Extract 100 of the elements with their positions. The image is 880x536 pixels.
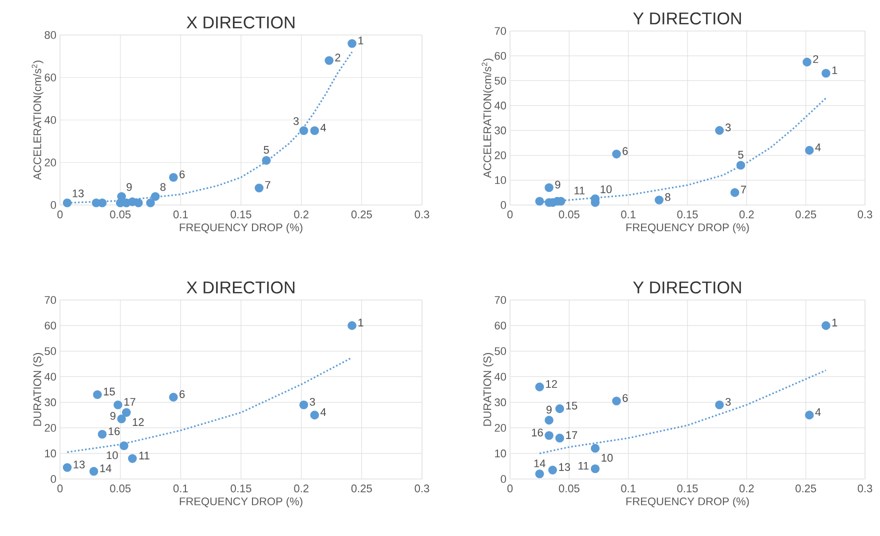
chart-title: X DIRECTION: [186, 281, 294, 294]
x-tick-label: 0.1: [173, 210, 188, 218]
y-axis-title: ACCELERATION(cm/s$^{2}$): [32, 60, 44, 180]
x-tick-label: 0.25: [796, 484, 816, 492]
annotation: 10: [602, 454, 613, 462]
x-tick-label: 0.15: [677, 210, 698, 218]
y-tick-label: 0: [500, 475, 506, 483]
x-tick-label: 0: [57, 484, 63, 492]
x-tick-label: 0: [507, 484, 513, 492]
annotation: 3: [293, 117, 299, 126]
annotation: 13: [74, 460, 85, 468]
annotation: 6: [622, 147, 628, 155]
y-tick-label: 20: [44, 158, 56, 166]
annotation: 11: [139, 452, 150, 460]
annotation: 12: [546, 380, 557, 388]
annotation: 5: [738, 150, 744, 159]
annotation: 9: [126, 183, 132, 191]
x-tick-label: 0.05: [558, 210, 580, 218]
annotation: 6: [180, 390, 185, 398]
y-tick-label: 50: [44, 347, 56, 356]
x-tick-label: 0.2: [739, 484, 754, 492]
x-tick-label: 0.05: [110, 210, 131, 218]
annotation: 7: [265, 181, 270, 189]
x-tick-label: 0.3: [414, 210, 430, 218]
annotation: 2: [813, 55, 818, 63]
x-tick-label: 0.2: [739, 210, 754, 218]
y-tick-label: 80: [44, 31, 56, 39]
x-tick-label: 0.2: [294, 484, 308, 492]
x-tick-label: 0.1: [621, 210, 636, 218]
y-tick-label: 60: [44, 322, 56, 330]
annotation: 16: [108, 427, 120, 436]
annotation: 3: [725, 398, 731, 406]
annotation: 6: [180, 170, 185, 178]
y-tick-label: 70: [44, 296, 56, 304]
annotation: 15: [566, 402, 578, 410]
annotation: 1: [832, 66, 838, 74]
x-tick-label: 0: [57, 210, 63, 218]
annotation: 1: [358, 318, 364, 326]
annotation: 1: [832, 318, 838, 326]
y-tick-label: 0: [500, 201, 506, 209]
annotation: 1: [358, 36, 364, 44]
annotation: 2: [335, 54, 340, 62]
y-tick-label: 40: [44, 372, 56, 381]
x-tick-label: 0.1: [173, 484, 188, 492]
x-tick-label: 0.05: [110, 484, 131, 492]
x-tick-label: 0.3: [858, 210, 872, 218]
y-tick-label: 10: [495, 176, 506, 184]
y-axis-title: DURATION (S): [33, 353, 44, 426]
annotation: 14: [100, 464, 112, 472]
y-tick-label: 60: [494, 322, 506, 330]
x-tick-label: 0.15: [677, 484, 698, 492]
x-tick-label: 0.05: [558, 484, 580, 492]
annotation: 4: [815, 408, 821, 416]
x-tick-label: 0.1: [621, 484, 636, 492]
annotation: 9: [546, 406, 552, 414]
annotation: 9: [110, 412, 116, 420]
chart-title: Y DIRECTION: [633, 12, 741, 24]
annotation: 4: [320, 408, 326, 416]
x-tick-label: 0.3: [414, 484, 430, 492]
annotation: 12: [132, 418, 144, 426]
annotation: 8: [160, 183, 166, 191]
y-tick-label: 20: [44, 424, 56, 432]
x-tick-label: 0.15: [230, 484, 252, 492]
x-axis-title: FREQUENCY DROP (%): [180, 223, 302, 234]
y-tick-label: 50: [494, 347, 506, 356]
annotation: 17: [124, 398, 136, 406]
annotation: 8: [665, 193, 670, 201]
y-tick-label: 20: [494, 424, 506, 432]
y-tick-label: 60: [494, 52, 506, 60]
x-tick-label: 0.15: [230, 210, 252, 218]
x-tick-label: 0: [507, 210, 513, 218]
y-tick-label: 70: [494, 296, 506, 304]
chart-title: Y DIRECTION: [633, 281, 741, 294]
y-tick-label: 60: [44, 74, 56, 82]
y-tick-label: 20: [494, 151, 506, 160]
y-tick-label: 50: [494, 76, 506, 85]
annotation: 3: [310, 398, 315, 406]
y-tick-label: 40: [494, 372, 506, 381]
annotation: 9: [555, 180, 560, 188]
y-tick-label: 40: [494, 102, 506, 110]
y-tick-label: 30: [494, 398, 506, 406]
x-tick-label: 0.2: [294, 210, 308, 218]
x-tick-label: 0.25: [796, 210, 816, 218]
y-axis-title: ACCELERATION(cm/s$^{2}$): [482, 58, 494, 178]
annotation: 7: [740, 186, 746, 194]
annotation: 4: [320, 124, 326, 132]
y-tick-label: 10: [45, 450, 56, 458]
annotation: 14: [534, 460, 546, 468]
x-axis-title: FREQUENCY DROP (%): [626, 497, 749, 508]
chart-title: X DIRECTION: [186, 16, 294, 28]
x-tick-label: 0.25: [351, 484, 372, 492]
annotation: 4: [815, 144, 821, 152]
y-tick-label: 40: [44, 116, 56, 124]
annotation: 11: [574, 186, 585, 194]
y-axis-title: DURATION (S): [483, 353, 494, 426]
x-tick-label: 0.25: [351, 210, 372, 218]
y-tick-label: 30: [44, 398, 56, 406]
annotation: 6: [622, 394, 628, 402]
annotation: 5: [264, 146, 269, 154]
x-tick-label: 0.3: [858, 484, 872, 492]
